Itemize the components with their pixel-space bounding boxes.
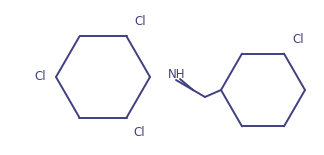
Text: Cl: Cl	[34, 71, 46, 84]
Text: Cl: Cl	[133, 126, 145, 139]
Text: Cl: Cl	[292, 33, 304, 46]
Text: Cl: Cl	[134, 15, 146, 28]
Text: NH: NH	[168, 69, 186, 82]
